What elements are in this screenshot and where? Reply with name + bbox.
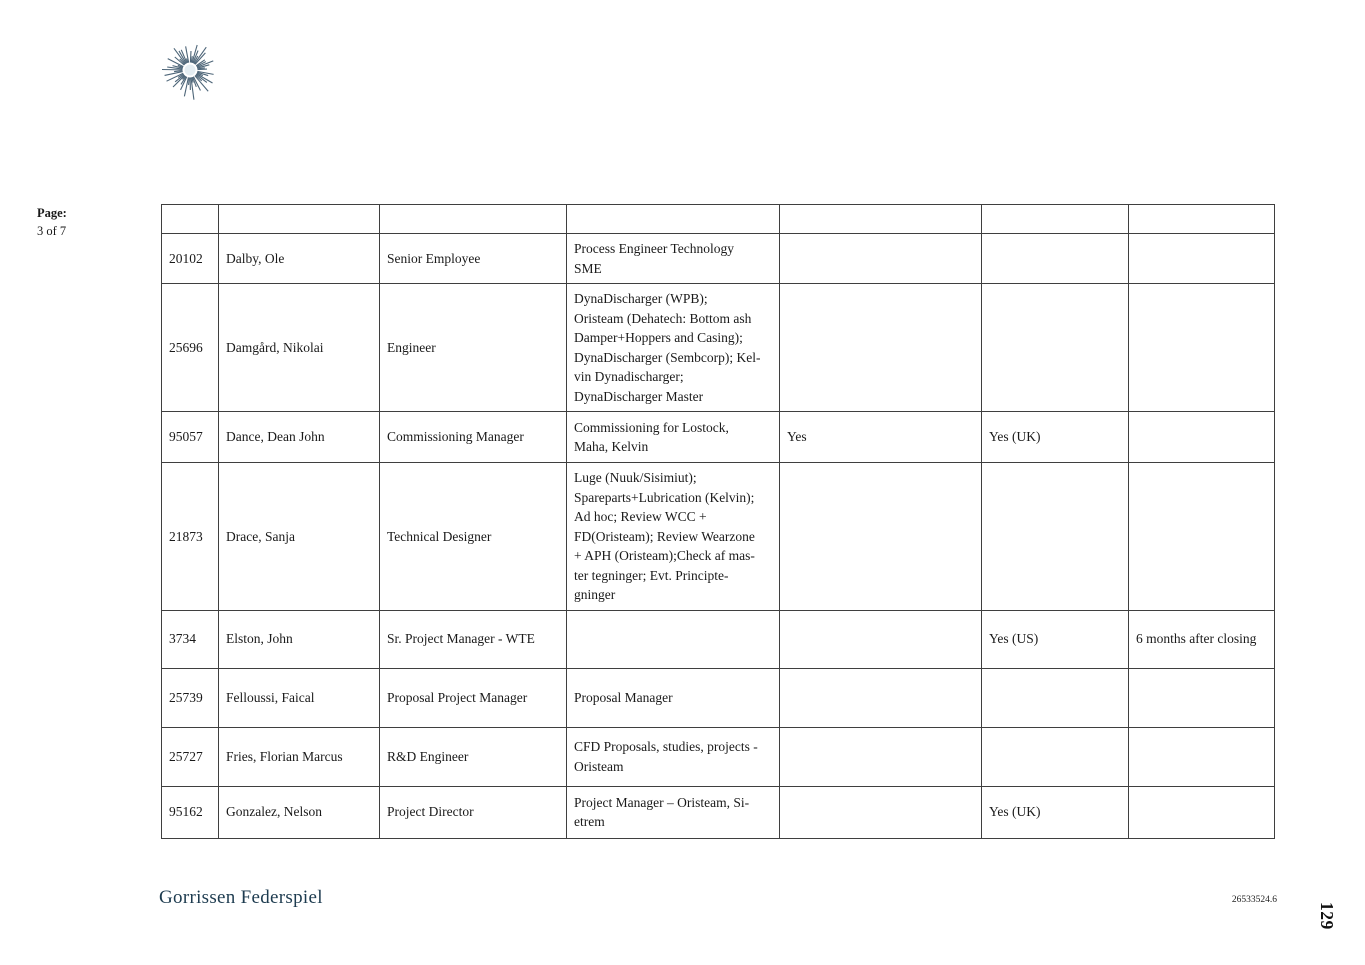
page-indicator: 3 of 7	[37, 224, 67, 238]
cell-employee-id: 3734	[161, 609, 219, 669]
header-cell	[566, 204, 780, 234]
table-header-row	[161, 204, 1275, 234]
header-cell	[161, 204, 219, 234]
cell-col7	[1128, 411, 1275, 463]
cell-col5	[779, 233, 982, 284]
cell-description: Commissioning for Lostock, Maha, Kelvin	[566, 411, 780, 463]
employee-roster-table: 20102 Dalby, Ole Senior Employee Process…	[161, 204, 1275, 839]
table-row: 25727 Fries, Florian Marcus R&D Engineer…	[161, 726, 1275, 787]
cell-col6: Yes (US)	[981, 609, 1129, 669]
sunburst-icon	[161, 44, 214, 100]
cell-col7	[1128, 462, 1275, 611]
cell-col5	[779, 462, 982, 611]
cell-col6	[981, 462, 1129, 611]
cell-col7	[1128, 283, 1275, 412]
cell-col6	[981, 233, 1129, 284]
page-label: Page:	[37, 206, 67, 220]
cell-employee-id: 25727	[161, 726, 219, 787]
table-row: 95057 Dance, Dean John Commissioning Man…	[161, 411, 1275, 463]
cell-position: Technical Designer	[379, 462, 567, 611]
cell-col5	[779, 609, 982, 669]
page-indicator-block: Page: 3 of 7	[37, 204, 67, 240]
table-row: 3734 Elston, John Sr. Project Manager - …	[161, 609, 1275, 669]
cell-position: Engineer	[379, 283, 567, 412]
table-row: 25739 Felloussi, Faical Proposal Project…	[161, 667, 1275, 728]
cell-position: Commissioning Manager	[379, 411, 567, 463]
cell-col5	[779, 283, 982, 412]
cell-employee-name: Dalby, Ole	[218, 233, 380, 284]
cell-description: Luge (Nuuk/Sisimiut); Spareparts+Lubrica…	[566, 462, 780, 611]
cell-position: Sr. Project Manager - WTE	[379, 609, 567, 669]
cell-col7	[1128, 785, 1275, 839]
cell-description: DynaDischarger (WPB); Oristeam (Dehatech…	[566, 283, 780, 412]
cell-position: R&D Engineer	[379, 726, 567, 787]
cell-position: Senior Employee	[379, 233, 567, 284]
cell-employee-name: Elston, John	[218, 609, 380, 669]
cell-description: Proposal Manager	[566, 667, 780, 728]
cell-col5	[779, 785, 982, 839]
cell-col7	[1128, 726, 1275, 787]
cell-employee-name: Damgård, Nikolai	[218, 283, 380, 412]
cell-description: Project Manager – Oristeam, Si- etrem	[566, 785, 780, 839]
cell-col6	[981, 726, 1129, 787]
cell-employee-id: 25739	[161, 667, 219, 728]
cell-employee-name: Dance, Dean John	[218, 411, 380, 463]
header-cell	[779, 204, 982, 234]
cell-description: CFD Proposals, studies, projects - Orist…	[566, 726, 780, 787]
cell-col7	[1128, 667, 1275, 728]
table-row: 20102 Dalby, Ole Senior Employee Process…	[161, 233, 1275, 284]
cell-col7	[1128, 233, 1275, 284]
cell-employee-id: 20102	[161, 233, 219, 284]
cell-description: Process Engineer Technology SME	[566, 233, 780, 284]
cell-col6: Yes (UK)	[981, 411, 1129, 463]
header-cell	[379, 204, 567, 234]
cell-employee-name: Felloussi, Faical	[218, 667, 380, 728]
table-row: 25696 Damgård, Nikolai Engineer DynaDisc…	[161, 283, 1275, 412]
cell-position: Project Director	[379, 785, 567, 839]
header-cell	[218, 204, 380, 234]
cell-employee-id: 21873	[161, 462, 219, 611]
footer-brand-logo-text: Gorrissen Federspiel	[159, 887, 323, 908]
document-number: 26533524.6	[1231, 895, 1277, 905]
header-cell	[1128, 204, 1275, 234]
cell-position: Proposal Project Manager	[379, 667, 567, 728]
cell-description	[566, 609, 780, 669]
cell-employee-id: 25696	[161, 283, 219, 412]
cell-employee-id: 95057	[161, 411, 219, 463]
cell-col6: Yes (UK)	[981, 785, 1129, 839]
cell-col6	[981, 283, 1129, 412]
header-cell	[981, 204, 1129, 234]
cell-employee-name: Fries, Florian Marcus	[218, 726, 380, 787]
cell-col6	[981, 667, 1129, 728]
cell-col7: 6 months after closing	[1128, 609, 1275, 669]
cell-employee-name: Drace, Sanja	[218, 462, 380, 611]
cell-employee-id: 95162	[161, 785, 219, 839]
cell-col5	[779, 667, 982, 728]
side-page-number: 129	[1317, 902, 1337, 930]
table-row: 95162 Gonzalez, Nelson Project Director …	[161, 785, 1275, 839]
cell-employee-name: Gonzalez, Nelson	[218, 785, 380, 839]
table-row: 21873 Drace, Sanja Technical Designer Lu…	[161, 462, 1275, 611]
gorrissen-federspiel-logo	[152, 32, 228, 108]
cell-col5: Yes	[779, 411, 982, 463]
cell-col5	[779, 726, 982, 787]
